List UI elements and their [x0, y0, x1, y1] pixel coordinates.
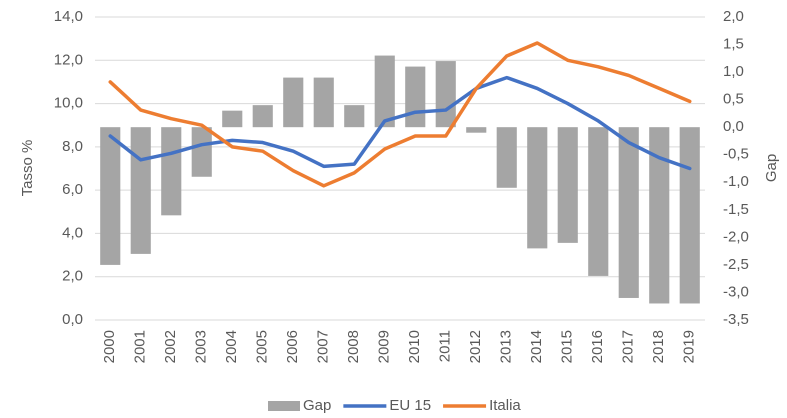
x-tick-label: 2015: [559, 330, 576, 363]
bar: [466, 127, 487, 133]
bar: [283, 77, 304, 128]
y-axis-title: Tasso %: [19, 140, 36, 197]
x-tick-label: 2010: [406, 330, 423, 363]
y2-tick-label: -1,5: [723, 201, 749, 218]
y-tick-label: 14,0: [54, 8, 83, 25]
x-tick-label: 2004: [223, 330, 240, 363]
x-tick-label: 2007: [315, 330, 332, 363]
x-tick-label: 2013: [498, 330, 515, 363]
bar: [588, 127, 609, 276]
y2-tick-label: 0,5: [723, 91, 744, 108]
x-tick-label: 2017: [620, 330, 637, 363]
y-tick-label: 10,0: [54, 95, 83, 112]
x-tick-label: 2005: [254, 330, 271, 363]
bar: [679, 127, 700, 304]
y2-tick-label: -3,5: [723, 311, 749, 328]
y2-axis-title: Gap: [763, 154, 780, 182]
bar: [649, 127, 670, 304]
y-tick-label: 6,0: [62, 181, 83, 198]
x-tick-label: 2001: [132, 330, 149, 363]
line: [108, 41, 692, 188]
bar: [435, 61, 456, 128]
bar: [374, 55, 395, 128]
legend-swatch: [268, 401, 300, 411]
y2-tick-label: 0,0: [723, 118, 744, 135]
bar: [100, 127, 121, 265]
bar: [313, 77, 334, 128]
y2-tick-label: -3,0: [723, 283, 749, 300]
line: [108, 75, 692, 171]
legend-label: Italia: [489, 397, 521, 414]
x-tick-label: 2003: [193, 330, 210, 363]
bar: [618, 127, 639, 298]
x-tick-label: 2011: [437, 330, 454, 362]
bar: [405, 66, 426, 128]
x-tick-label: 2016: [589, 330, 606, 363]
x-tick-label: 2019: [681, 330, 698, 363]
y2-tick-label: -0,5: [723, 146, 749, 163]
bar: [130, 127, 151, 254]
y-tick-label: 12,0: [54, 51, 83, 68]
bar: [557, 127, 578, 243]
y2-tick-label: -1,0: [723, 173, 749, 190]
x-tick-label: 2009: [376, 330, 393, 363]
legend-label: Gap: [303, 397, 331, 414]
bar: [161, 127, 182, 216]
y2-tick-label: 1,5: [723, 36, 744, 53]
bar: [344, 105, 365, 128]
y-tick-label: 2,0: [62, 268, 83, 285]
x-tick-label: 2014: [528, 330, 545, 363]
bar: [527, 127, 548, 249]
x-tick-label: 2006: [284, 330, 301, 363]
x-tick-label: 2018: [650, 330, 667, 363]
y-tick-label: 4,0: [62, 224, 83, 241]
y-tick-label: 0,0: [62, 311, 83, 328]
bar: [496, 127, 517, 188]
y2-tick-label: -2,5: [723, 256, 749, 273]
y2-tick-label: 1,0: [723, 63, 744, 80]
y2-tick-label: -2,0: [723, 228, 749, 245]
y2-tick-label: 2,0: [723, 8, 744, 25]
x-tick-label: 2012: [467, 330, 484, 363]
bar: [222, 110, 243, 128]
x-tick-label: 2000: [101, 330, 118, 363]
x-tick-label: 2002: [162, 330, 179, 363]
x-tick-label: 2008: [345, 330, 362, 363]
y-tick-label: 8,0: [62, 138, 83, 155]
legend-label: EU 15: [389, 397, 431, 414]
bar: [191, 127, 212, 177]
bar: [252, 105, 273, 128]
